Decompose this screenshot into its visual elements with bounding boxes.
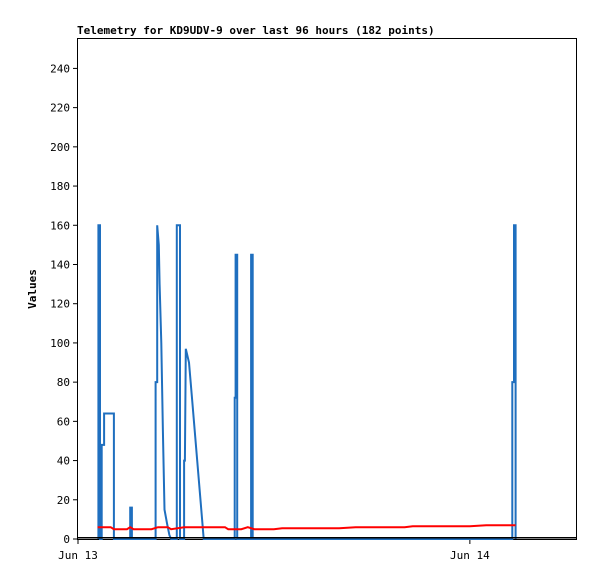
y-tick-label: 180 <box>50 180 70 193</box>
y-tick-label: 120 <box>50 298 70 311</box>
y-tick-label: 80 <box>57 376 70 389</box>
y-tick-label: 40 <box>57 455 70 468</box>
x-tick-label: Jun 14 <box>450 549 490 562</box>
y-tick-label: 20 <box>57 494 70 507</box>
y-axis: 0 20 40 60 80 100 120 140 160 180 200 220 240 <box>50 62 78 546</box>
y-axis-label: Values <box>26 269 39 309</box>
y-tick-label: 140 <box>50 258 70 271</box>
y-tick-label: 200 <box>50 141 70 154</box>
y-tick-label: 160 <box>50 219 70 232</box>
y-tick-label: 220 <box>50 102 70 115</box>
y-tick-label: 100 <box>50 337 70 350</box>
y-tick-label: 0 <box>63 533 70 546</box>
series-line-0 <box>97 224 517 540</box>
x-tick-label: Jun 13 <box>58 549 98 562</box>
series-group <box>78 224 576 540</box>
x-axis: Jun 13 Jun 14 <box>58 539 490 562</box>
plot-frame <box>77 38 577 540</box>
series-line-1 <box>97 524 516 531</box>
y-tick-label: 240 <box>50 62 70 75</box>
chart-title: Telemetry for KD9UDV-9 over last 96 hour… <box>77 24 435 37</box>
y-tick-label: 60 <box>57 415 70 428</box>
